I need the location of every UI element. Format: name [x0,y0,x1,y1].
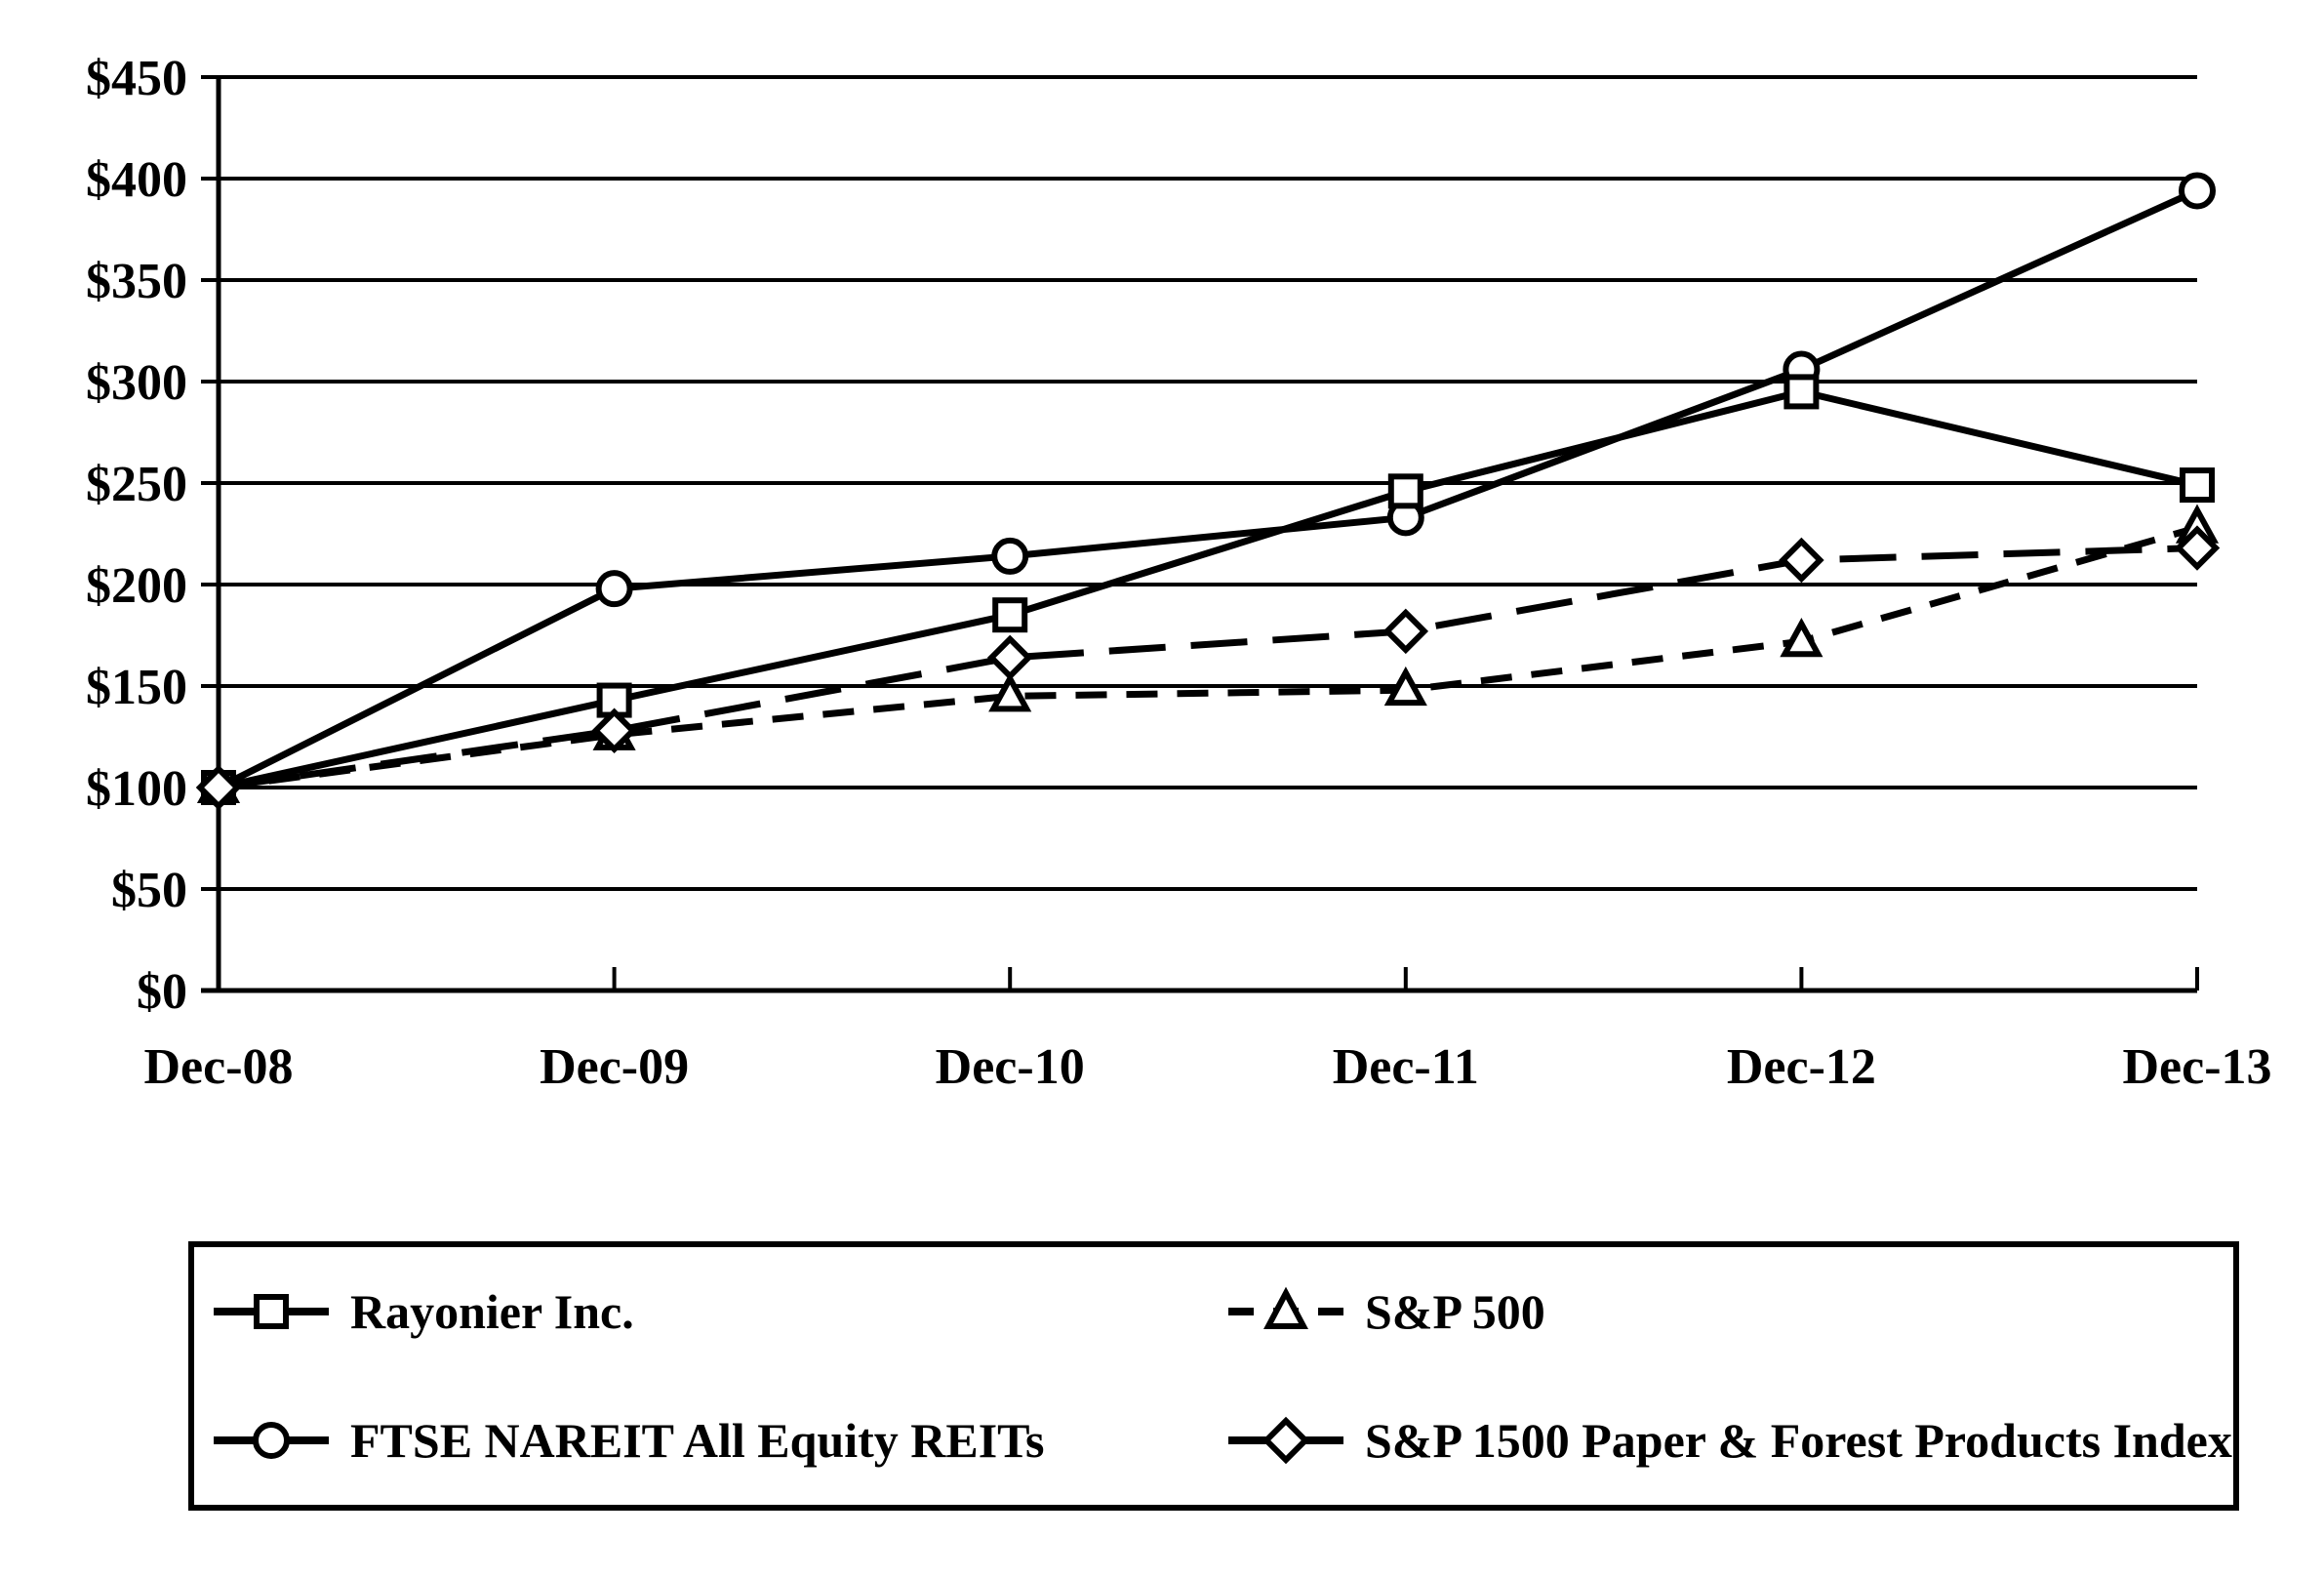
series-line-rayonier-inc [218,387,2198,791]
diamond-marker-icon [195,764,242,811]
legend-item-paper-forest: S&P 1500 Paper & Forest Products Index [1226,1410,2233,1471]
square-marker-icon [214,1294,329,1329]
diamond-marker-icon [2174,525,2221,571]
triangle-marker-icon [1780,618,1823,658]
triangle-marker-icon [1228,1286,1343,1329]
diamond-marker-icon [1382,608,1429,655]
y-tick-label: $200 [86,558,187,614]
circle-marker-icon [2179,172,2216,210]
y-tick-label: $300 [86,355,187,411]
y-tick-label: $0 [137,964,187,1020]
legend-item-rayonier: Rayonier Inc. [212,1281,1226,1342]
legend-box: Rayonier Inc. S&P 500 FTSE NAREIT All Eq… [188,1241,2239,1511]
circle-marker-icon [991,537,1029,575]
square-marker-icon [1387,473,1423,509]
y-tick-label: $250 [86,457,187,512]
triangle-marker-icon [1383,666,1427,707]
square-marker-icon [992,597,1028,633]
series-line-s-p-1500-paper-forest-products-index [218,545,2198,791]
diamond-marker-icon [986,634,1033,681]
legend-item-sp500: S&P 500 [1226,1281,2233,1342]
y-tick-label: $400 [86,152,187,208]
triangle-marker-icon [988,672,1032,712]
x-tick-label: Dec-13 [2122,1039,2271,1095]
y-tick-label: $350 [86,254,187,309]
legend-label-paper-forest: S&P 1500 Paper & Forest Products Index [1365,1413,2232,1468]
diamond-marker-icon [1228,1416,1343,1465]
y-tick-label: $150 [86,660,187,715]
y-tick-label: $450 [86,51,187,106]
legend-label-rayonier: Rayonier Inc. [350,1284,634,1339]
legend-label-ftse-nareit: FTSE NAREIT All Equity REITs [350,1413,1045,1468]
x-tick-label: Dec-09 [540,1039,689,1095]
y-tick-label: $50 [111,863,187,918]
x-tick-label: Dec-10 [936,1039,1085,1095]
series-line-s-p-500 [218,524,2198,791]
square-marker-icon [1783,374,1820,410]
x-tick-label: Dec-11 [1333,1039,1479,1095]
legend-item-ftse-nareit: FTSE NAREIT All Equity REITs [212,1410,1226,1471]
circle-marker-icon [595,570,633,608]
x-tick-label: Dec-08 [143,1039,293,1095]
x-tick-label: Dec-12 [1727,1039,1876,1095]
legend-label-sp500: S&P 500 [1365,1284,1545,1339]
circle-marker-icon [214,1422,329,1459]
diamond-marker-icon [1779,537,1824,584]
diamond-marker-icon [591,708,637,754]
y-tick-label: $100 [86,761,187,817]
square-marker-icon [2180,467,2215,504]
series-line-ftse-nareit-all-equity-reits [217,187,2199,791]
